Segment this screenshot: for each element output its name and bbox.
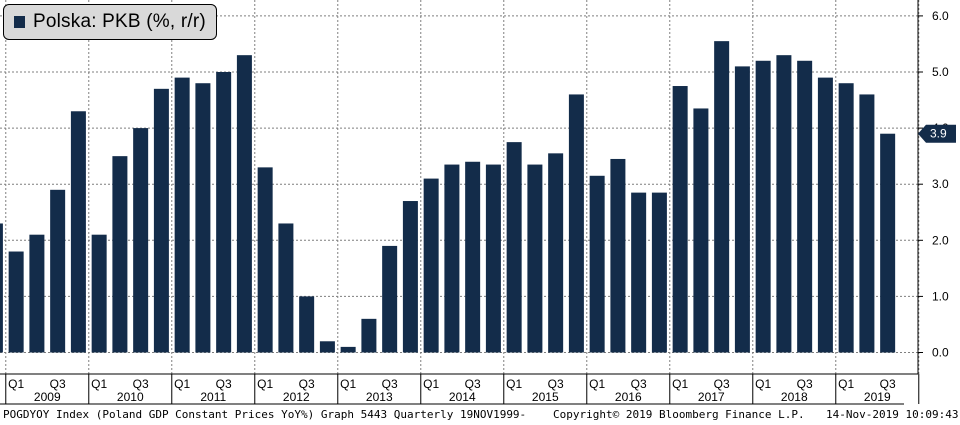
bar	[319, 341, 335, 353]
quarter-label: Q1	[174, 377, 190, 391]
bar	[485, 164, 501, 353]
legend-swatch	[14, 16, 25, 28]
legend-label: Polska: PKB (%, r/r)	[33, 11, 206, 32]
footer-source: POGDYOY Index (Poland GDP Constant Price…	[3, 408, 527, 421]
axis-labels: 0.01.02.03.04.05.06.0Q1Q3Q1Q3Q1Q3Q1Q3Q1Q…	[8, 9, 956, 404]
footer: POGDYOY Index (Poland GDP Constant Price…	[0, 406, 960, 425]
legend: Polska: PKB (%, r/r)	[3, 4, 217, 40]
y-tick-label: 0.0	[932, 346, 949, 360]
quarter-label: Q3	[50, 377, 66, 391]
quarter-label: Q1	[589, 377, 605, 391]
year-label: 2018	[781, 390, 808, 404]
bar	[70, 111, 86, 353]
quarter-label: Q1	[91, 377, 107, 391]
footer-copyright: Copyright© 2019 Bloomberg Finance L.P.	[553, 408, 805, 421]
quarter-label: Q1	[755, 377, 771, 391]
quarter-label: Q1	[506, 377, 522, 391]
y-tick-label: 1.0	[932, 289, 949, 303]
bar	[734, 66, 750, 353]
bar	[257, 167, 273, 353]
bar	[610, 158, 626, 353]
quarter-label: Q3	[216, 377, 232, 391]
bar	[50, 189, 66, 353]
bar	[195, 83, 211, 353]
bar	[693, 108, 709, 353]
quarter-label: Q3	[631, 377, 647, 391]
bar	[236, 55, 252, 353]
year-label: 2015	[532, 390, 559, 404]
last-value-label: 3.9	[930, 127, 947, 141]
bar	[776, 55, 792, 353]
bar	[651, 192, 667, 353]
quarter-label: Q3	[133, 377, 149, 391]
bar	[548, 153, 564, 353]
quarter-label: Q3	[465, 377, 481, 391]
bar	[714, 41, 730, 353]
y-tick-label: 2.0	[932, 233, 949, 247]
bar	[672, 86, 688, 353]
bar	[589, 175, 605, 353]
year-label: 2012	[283, 390, 310, 404]
bar	[817, 77, 833, 353]
quarter-label: Q1	[340, 377, 356, 391]
last-value-marker	[918, 124, 956, 143]
year-label: 2009	[34, 390, 61, 404]
quarter-label: Q1	[8, 377, 24, 391]
quarter-label: Q3	[714, 377, 730, 391]
quarter-label: Q3	[382, 377, 398, 391]
bar	[174, 77, 190, 353]
axes	[0, 0, 923, 405]
bar	[838, 83, 854, 353]
bar	[133, 128, 149, 353]
quarter-label: Q1	[257, 377, 273, 391]
quarter-label: Q3	[880, 377, 896, 391]
year-label: 2011	[200, 390, 226, 404]
year-label: 2010	[117, 390, 144, 404]
bar	[423, 178, 439, 353]
quarter-label: Q1	[838, 377, 854, 391]
bar	[91, 234, 107, 353]
footer-timestamp: 14-Nov-2019 10:09:43	[826, 408, 959, 421]
bar	[859, 94, 875, 353]
quarter-label: Q1	[423, 377, 439, 391]
bar	[112, 156, 128, 353]
y-tick-label: 6.0	[932, 9, 949, 23]
bar	[299, 296, 315, 353]
year-label: 2016	[615, 390, 642, 404]
quarter-label: Q3	[797, 377, 813, 391]
year-label: 2019	[864, 390, 891, 404]
quarter-label: Q1	[672, 377, 688, 391]
bar	[216, 72, 232, 353]
y-tick-label: 5.0	[932, 65, 949, 79]
bar	[880, 133, 896, 353]
bar	[0, 223, 3, 353]
bar	[278, 223, 294, 353]
bar	[506, 142, 522, 353]
bar	[382, 245, 398, 353]
bar	[402, 201, 418, 353]
bar	[29, 234, 45, 353]
bar	[527, 164, 543, 353]
bar	[8, 251, 24, 353]
quarter-label: Q3	[548, 377, 564, 391]
y-tick-label: 3.0	[932, 177, 949, 191]
year-label: 2017	[698, 390, 725, 404]
year-label: 2014	[449, 390, 476, 404]
bar	[755, 60, 771, 353]
bars	[0, 41, 896, 353]
quarter-label: Q3	[299, 377, 315, 391]
bar	[153, 88, 169, 353]
bar	[465, 161, 481, 353]
bar	[340, 346, 356, 353]
bar	[444, 164, 460, 353]
bar	[797, 60, 813, 353]
bar	[631, 192, 647, 353]
year-label: 2013	[366, 390, 393, 404]
bar	[568, 94, 584, 353]
bar	[361, 318, 377, 353]
